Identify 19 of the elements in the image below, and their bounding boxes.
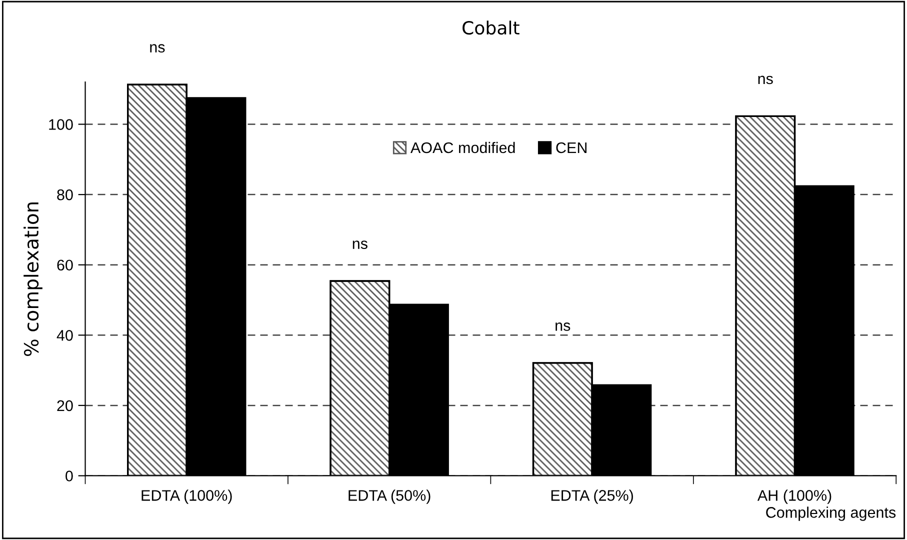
chart-title: Cobalt [462, 20, 520, 35]
y-tick-label: 0 [66, 470, 73, 482]
x-axis-title: Complexing agents [766, 506, 896, 521]
y-tick-label: 80 [57, 189, 73, 200]
annotation: ns [758, 76, 773, 84]
y-tick-label: 20 [57, 400, 73, 412]
legend-label: CEN [556, 142, 586, 154]
text: ns [150, 44, 165, 53]
y-tick-label: 40 [56, 330, 73, 341]
x-tick-label: EDTA (25%) [551, 490, 633, 504]
y-axis-title: % complexation [24, 202, 42, 356]
x-tick-label: AH (100%) [757, 490, 832, 504]
x-tick-label: EDTA (50%) [348, 490, 430, 504]
annotation: ns [556, 322, 570, 331]
y-tick-label: 100 [49, 119, 73, 130]
annotation: ns [352, 240, 368, 250]
x-tick-label: EDTA (100%) [142, 490, 232, 504]
y-tick-label: 60 [57, 260, 73, 271]
legend-label: AOAC modified [410, 142, 515, 154]
